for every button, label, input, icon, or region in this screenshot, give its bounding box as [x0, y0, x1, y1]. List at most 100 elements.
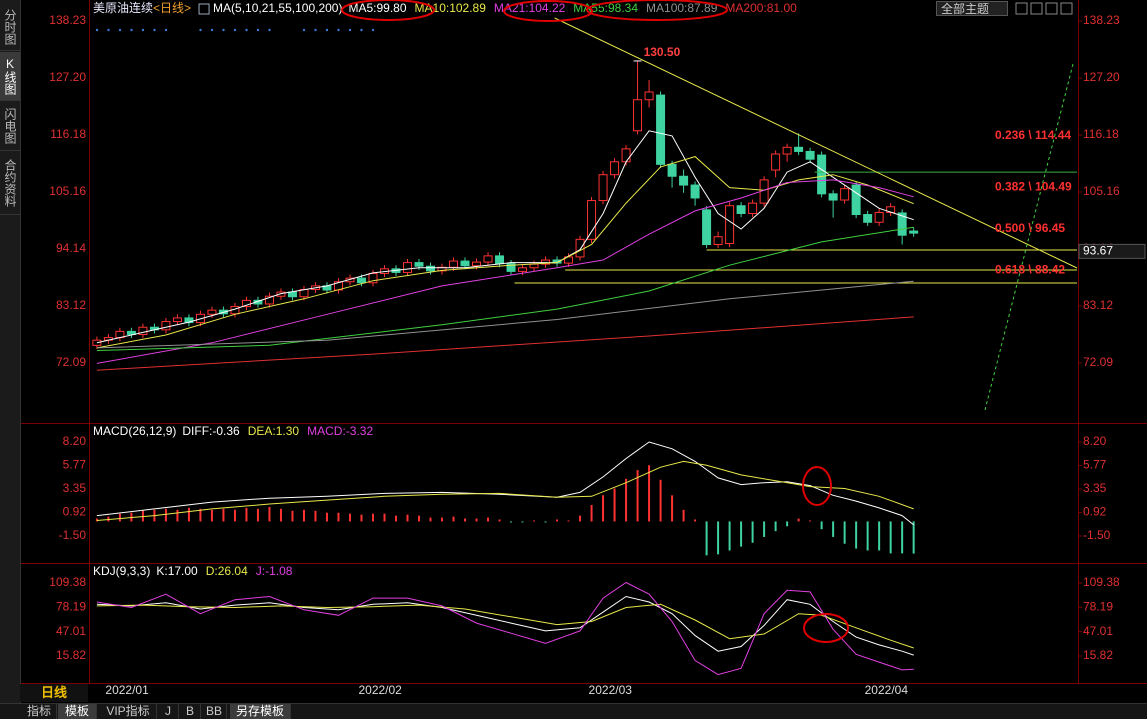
frame: [20, 0, 1147, 684]
highlight-ellipse: [341, 0, 435, 21]
peak-label: 130.50: [644, 45, 681, 59]
y-tick-label: 3.35: [63, 481, 87, 495]
y-tick-label: 116.18: [50, 127, 86, 141]
candle-body: [897, 212, 907, 236]
y-tick-label: 109.38: [1083, 575, 1120, 589]
y-tick-label: 47.01: [56, 624, 86, 638]
fib-label: 0.500 \ 96.45: [995, 221, 1065, 235]
series-line: [96, 595, 914, 656]
sidebar-tab[interactable]: 合约资料: [0, 152, 20, 215]
marker-dot: [95, 28, 99, 32]
candle-body: [472, 261, 482, 267]
candle-body: [863, 214, 873, 223]
highlight-ellipse: [503, 0, 593, 22]
x-tick-label: 2022/03: [589, 683, 633, 697]
candle-body: [138, 326, 148, 335]
y-tick-label: 5.77: [1083, 458, 1107, 472]
candle-body: [552, 259, 562, 264]
legend-entry: DEA:1.30: [248, 424, 300, 438]
candle-body: [725, 205, 735, 244]
x-tick-label: 2022/02: [358, 683, 402, 697]
candle-body: [449, 260, 459, 268]
marker-dot: [371, 28, 375, 32]
toolbar-button[interactable]: 模板: [58, 704, 97, 719]
marker-dot: [337, 28, 340, 32]
toolbar-button[interactable]: B: [180, 704, 201, 719]
legend-entry: <日线>: [153, 1, 191, 15]
fib-label: 0.236 \ 114.44: [995, 128, 1071, 142]
candle-body: [690, 184, 700, 199]
candle-body: [460, 260, 470, 267]
toolbar-button[interactable]: J: [158, 704, 179, 719]
y-tick-label: 72.09: [1083, 355, 1113, 369]
candle-body: [356, 277, 366, 284]
toolbar-button[interactable]: 另存模板: [230, 704, 291, 719]
candle-body: [253, 299, 263, 305]
y-tick-label: 8.20: [63, 434, 87, 448]
candle-body: [587, 200, 597, 240]
icon-button[interactable]: [1060, 2, 1073, 15]
series-line: [96, 603, 914, 649]
highlight-ellipse: [586, 0, 728, 21]
marker-dot: [164, 28, 168, 32]
y-tick-label: 15.82: [1083, 648, 1113, 662]
candle-body: [345, 277, 355, 283]
icon-button[interactable]: [1015, 2, 1028, 15]
x-tick-label: 2022/04: [865, 683, 909, 697]
candle-body: [207, 309, 217, 315]
sidebar-tab[interactable]: 分时图: [0, 4, 20, 51]
candle-body: [414, 262, 424, 267]
candle-body: [506, 263, 516, 272]
candle-body: [713, 236, 723, 246]
candle-body: [575, 238, 585, 258]
legend-entry: MA(5,10,21,55,100,200): [213, 1, 342, 15]
y-tick-label: 5.77: [63, 458, 87, 472]
candle-body: [656, 94, 666, 165]
candle-body: [483, 255, 493, 263]
toolbar-button[interactable]: BB: [202, 704, 227, 719]
price-marker-box: [1078, 243, 1146, 259]
legend-entry: MA100:87.89: [646, 1, 718, 15]
marker-dot: [210, 28, 214, 32]
icon-button[interactable]: [1030, 2, 1043, 15]
marker-dot: [245, 28, 248, 32]
y-tick-label: 127.20: [49, 70, 86, 84]
y-tick-label: 8.20: [1083, 434, 1107, 448]
marker-dot: [153, 28, 156, 32]
candle-body: [828, 193, 838, 201]
legend-entry: D:26.04: [206, 564, 248, 578]
candle-body: [518, 267, 528, 272]
period-label[interactable]: 日线: [20, 684, 88, 702]
candle-body: [702, 209, 712, 246]
bottom-toolbar: 指标 模板 VIP指标 J B BB 另存模板: [0, 703, 1147, 719]
plot-layer: 美原油连续 <日线> MA(5,10,21,55,100,200) MA5:99.80…: [49, 0, 1146, 697]
series-line: [96, 280, 914, 349]
candle-body: [782, 146, 792, 155]
legend-entry: MACD:-3.32: [307, 424, 373, 438]
candle-body: [851, 184, 861, 216]
marker-dot: [222, 28, 225, 32]
y-tick-label: 0.92: [1083, 505, 1107, 519]
marker-dot: [360, 28, 363, 32]
legend-entry: 美原油连续: [93, 0, 153, 15]
series-line: [96, 226, 914, 351]
legend-entry: MACD(26,12,9): [93, 424, 176, 438]
marker-dot: [348, 28, 352, 32]
legend-entry: J:-1.08: [256, 564, 293, 578]
theme-dropdown[interactable]: 全部主题: [936, 1, 1008, 16]
sidebar-tab[interactable]: 闪电图: [0, 102, 20, 151]
y-tick-label: 83.12: [56, 298, 86, 312]
candle-body: [264, 295, 274, 305]
marker-dot: [314, 28, 317, 32]
icon-button[interactable]: [1045, 2, 1058, 15]
toolbar-button[interactable]: 指标: [22, 704, 57, 719]
toolbar-button[interactable]: VIP指标: [100, 704, 157, 719]
candle-body: [805, 150, 815, 160]
marker-dot: [107, 28, 110, 32]
price-marker-label: 93.67: [1083, 244, 1113, 258]
legend-entry: DIFF:-0.36: [182, 424, 240, 438]
sidebar-tab[interactable]: K线图: [0, 52, 20, 101]
y-tick-label: 78.19: [56, 599, 86, 613]
y-tick-label: 138.23: [1083, 13, 1120, 27]
x-tick-label: 2022/01: [105, 683, 149, 697]
